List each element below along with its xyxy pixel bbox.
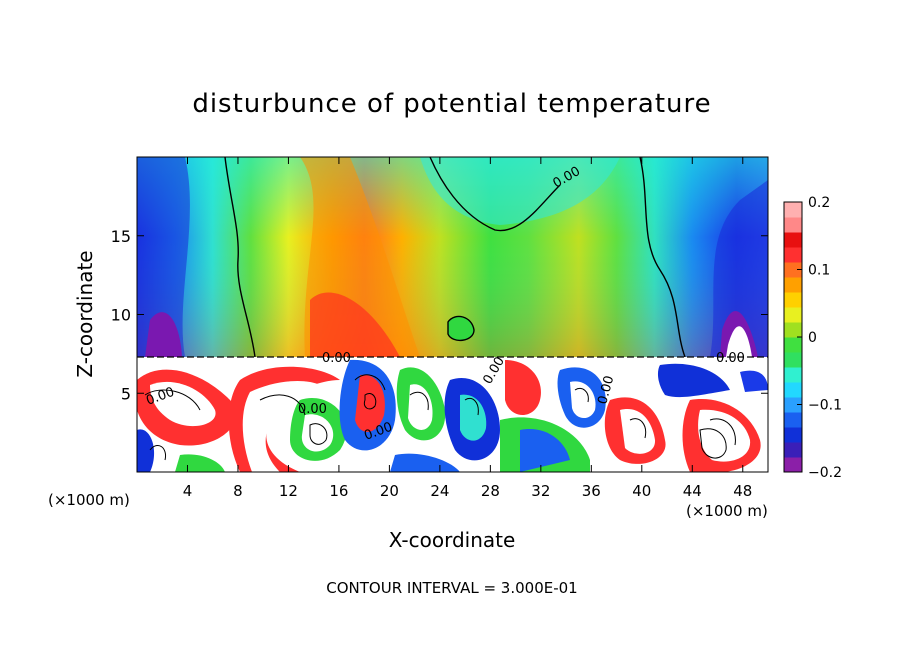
x-tick-label: 28 xyxy=(481,482,500,500)
colorbar-tick-label: 0 xyxy=(808,330,817,346)
plot-area xyxy=(137,157,768,472)
contour-label: 0.00 xyxy=(716,351,745,366)
purple-left xyxy=(145,312,182,357)
y-tick-label: 10 xyxy=(111,306,131,325)
colorbar-swatch xyxy=(784,322,802,338)
x-tick-label: 24 xyxy=(430,482,449,500)
x-tick-label: 4 xyxy=(183,482,193,500)
x-tick-label: 48 xyxy=(733,482,752,500)
y-tick-label: 15 xyxy=(111,227,131,246)
x-tick-label: 16 xyxy=(329,482,348,500)
colorbar-swatch xyxy=(784,397,802,413)
colorbar-swatch xyxy=(784,202,802,218)
colorbar-swatch xyxy=(784,307,802,323)
colorbar-swatch xyxy=(784,337,802,353)
cyan-top xyxy=(420,157,620,225)
y-axis: 5 10 15 xyxy=(111,227,768,403)
x-unit-right: (×1000 m) xyxy=(686,502,768,520)
colorbar-swatch xyxy=(784,442,802,458)
x-tick-label: 20 xyxy=(380,482,399,500)
x-axis: 4 8 12 16 20 24 28 32 36 40 44 48 xyxy=(183,157,752,500)
contour-label: 0.00 xyxy=(322,351,351,366)
colorbar-swatch xyxy=(784,427,802,443)
colorbar-swatch xyxy=(784,382,802,398)
colorbar-swatch xyxy=(784,217,802,233)
x-tick-label: 36 xyxy=(582,482,601,500)
colorbar-swatch xyxy=(784,457,802,473)
colorbar-swatch xyxy=(784,412,802,428)
colorbar-tick-label: −0.1 xyxy=(808,398,842,414)
x-tick-label: 44 xyxy=(683,482,702,500)
y-axis-label: Z-coordinate xyxy=(73,250,97,377)
x-unit-left: (×1000 m) xyxy=(48,491,130,509)
x-tick-label: 8 xyxy=(233,482,243,500)
contour-label: 0.00 xyxy=(298,402,327,417)
colorbar-ticks: 0.2 0.1 0 −0.1 −0.2 xyxy=(797,195,842,481)
colorbar-swatch xyxy=(784,367,802,383)
contour-interval-note: CONTOUR INTERVAL = 3.000E-01 xyxy=(326,579,577,597)
x-tick-label: 40 xyxy=(632,482,651,500)
colorbar xyxy=(783,201,803,473)
colorbar-swatch xyxy=(784,262,802,278)
x-tick-label: 32 xyxy=(531,482,550,500)
y-tick-label: 5 xyxy=(121,384,131,403)
zero-contour-island xyxy=(447,315,475,341)
colorbar-swatch xyxy=(784,277,802,293)
warm-core xyxy=(310,292,400,357)
cold-lobe-left xyxy=(137,157,190,357)
zero-contour-top xyxy=(429,157,561,232)
colorbar-swatch xyxy=(784,292,802,308)
chart-title: disturbunce of potential temperature xyxy=(192,89,711,119)
colorbar-tick-label: 0.2 xyxy=(808,195,830,211)
colorbar-swatch xyxy=(784,352,802,368)
cold-lobe-right xyxy=(710,180,768,357)
x-axis-label: X-coordinate xyxy=(389,528,516,552)
white-tip-right xyxy=(726,326,752,357)
contour-label: 0.00 xyxy=(595,374,617,406)
lower-field xyxy=(137,357,768,472)
colorbar-tick-label: −0.2 xyxy=(808,465,842,481)
colorbar-swatch xyxy=(784,247,802,263)
zero-contour-left xyxy=(224,157,256,358)
colorbar-tick-label: 0.1 xyxy=(808,263,830,279)
colorbar-swatch xyxy=(784,232,802,248)
x-tick-label: 12 xyxy=(279,482,298,500)
zero-contour-right xyxy=(639,157,686,358)
